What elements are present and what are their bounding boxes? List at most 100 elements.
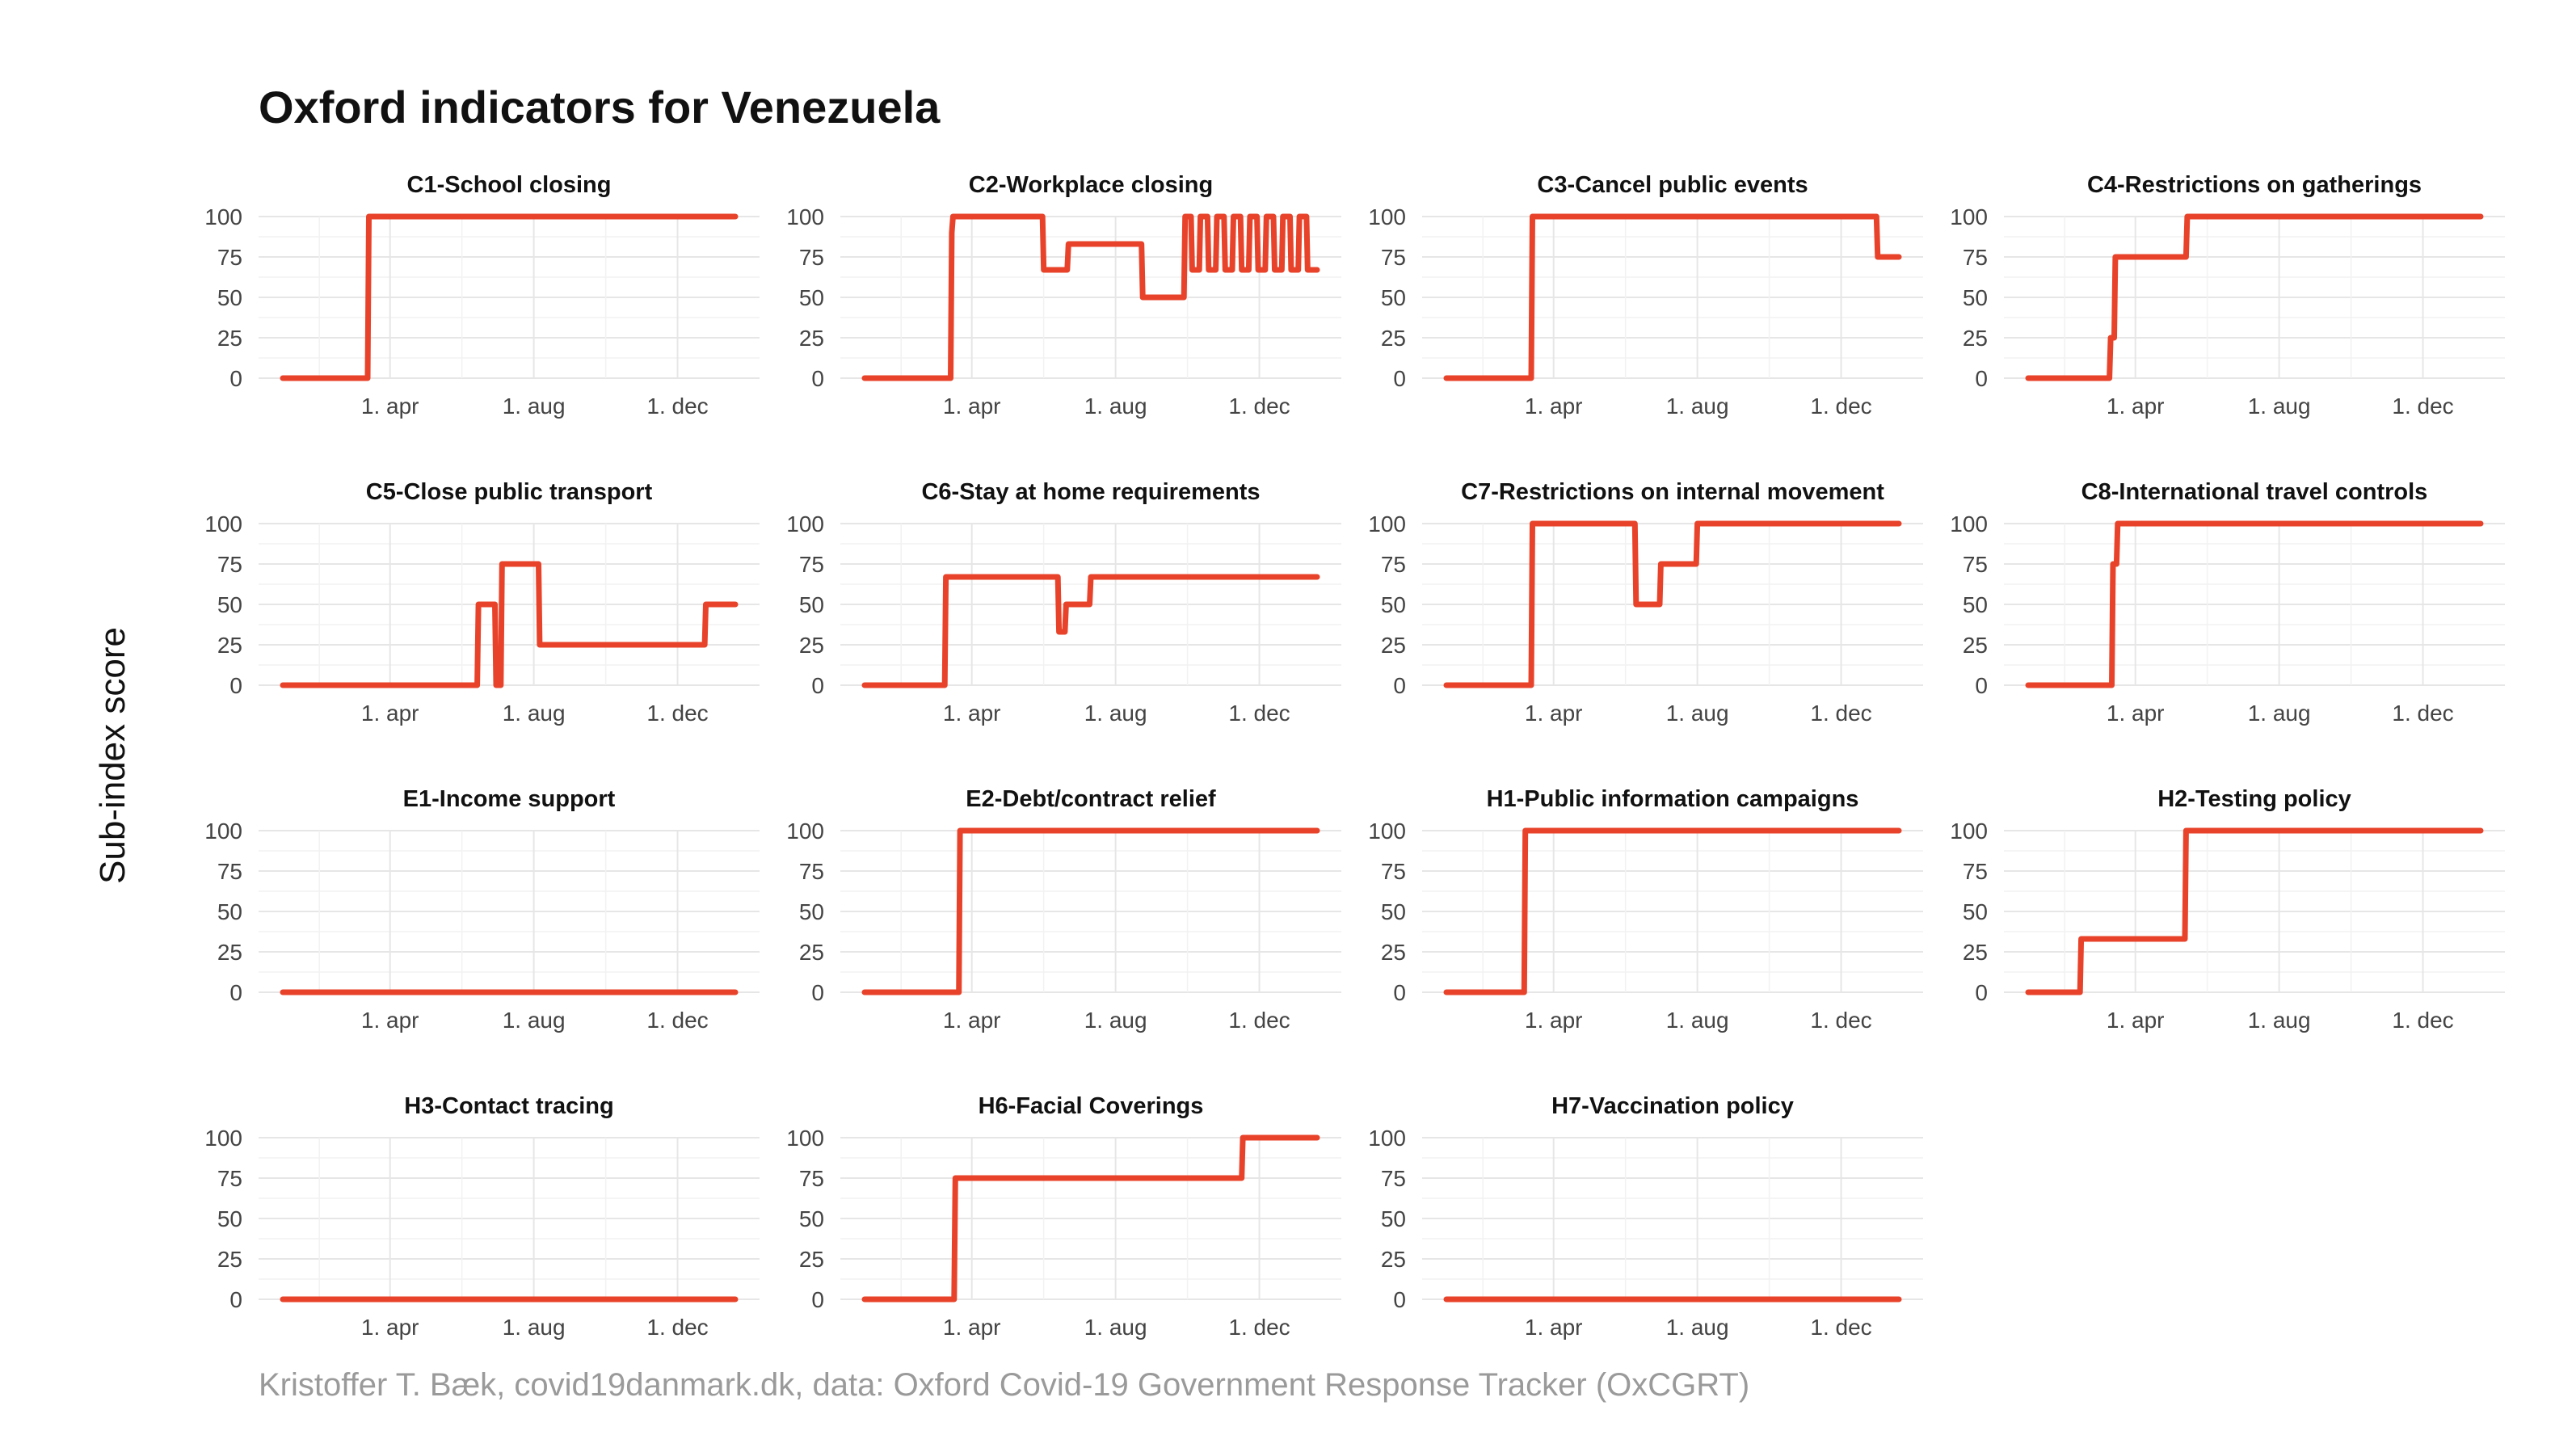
y-tick-label: 50 bbox=[1963, 899, 1988, 924]
y-tick-label: 0 bbox=[811, 366, 824, 391]
panel-title: H7-Vaccination policy bbox=[1551, 1093, 1794, 1119]
y-tick-label: 75 bbox=[1963, 859, 1988, 884]
series-line bbox=[1443, 520, 1902, 688]
y-tick-label: 25 bbox=[799, 1247, 824, 1272]
y-tick-label: 25 bbox=[1381, 1247, 1406, 1272]
x-tick-label: 1. aug bbox=[2248, 701, 2311, 726]
x-tick-label: 1. apr bbox=[361, 1315, 419, 1340]
panel-title: C1-School closing bbox=[407, 172, 612, 198]
x-tick-label: 1. aug bbox=[503, 1315, 566, 1340]
x-tick-label: 1. aug bbox=[503, 1008, 566, 1033]
y-tick-label: 100 bbox=[1950, 819, 1988, 844]
y-tick-label: 75 bbox=[217, 859, 242, 884]
y-tick-label: 0 bbox=[229, 366, 242, 391]
y-tick-label: 0 bbox=[229, 673, 242, 698]
y-tick-label: 50 bbox=[799, 899, 824, 924]
y-tick-label: 50 bbox=[1381, 1206, 1406, 1231]
y-tick-label: 25 bbox=[1381, 940, 1406, 965]
y-tick-label: 50 bbox=[799, 285, 824, 310]
panel-e1-income-support: E1-Income support 0 25 50 75 100 1. apr 1. aug 1… bbox=[204, 786, 760, 1033]
y-tick-label: 0 bbox=[229, 980, 242, 1005]
panel-h6-facial-coverings: H6-Facial Coverings 0 25 50 75 100 1. apr 1. au… bbox=[786, 1093, 1341, 1340]
y-tick-label: 50 bbox=[799, 1206, 824, 1231]
series-line bbox=[280, 561, 739, 688]
y-tick-label: 50 bbox=[1381, 899, 1406, 924]
y-tick-label: 75 bbox=[1963, 552, 1988, 577]
panel-c3-cancel-public-events: C3-Cancel public events 0 25 50 75 100 1. apr 1… bbox=[1368, 172, 1923, 419]
panel-c4-restrictions-on-gatherings: C4-Restrictions on gatherings 0 25 50 75 100 1… bbox=[1950, 172, 2505, 419]
series-line bbox=[861, 574, 1320, 688]
y-tick-label: 0 bbox=[1393, 1287, 1406, 1312]
y-tick-label: 100 bbox=[786, 1126, 824, 1151]
panel-c8-international-travel-controls: C8-International travel controls 0 25 50 75 1… bbox=[1950, 479, 2505, 726]
y-tick-label: 50 bbox=[217, 592, 242, 617]
y-tick-label: 75 bbox=[1381, 859, 1406, 884]
y-tick-label: 75 bbox=[1381, 552, 1406, 577]
x-tick-label: 1. apr bbox=[943, 701, 1001, 726]
figure-title: Oxford indicators for Venezuela bbox=[259, 82, 941, 133]
panel-title: E1-Income support bbox=[403, 786, 616, 812]
panel-title: C7-Restrictions on internal movement bbox=[1461, 479, 1884, 505]
y-tick-label: 75 bbox=[217, 245, 242, 270]
y-tick-label: 0 bbox=[811, 673, 824, 698]
y-tick-label: 25 bbox=[1381, 326, 1406, 351]
x-tick-label: 1. dec bbox=[1228, 701, 1290, 726]
x-tick-label: 1. dec bbox=[1810, 1315, 1871, 1340]
series-line bbox=[861, 827, 1320, 995]
x-tick-label: 1. apr bbox=[2107, 394, 2165, 419]
y-tick-label: 100 bbox=[786, 204, 824, 229]
y-tick-label: 100 bbox=[786, 511, 824, 537]
x-tick-label: 1. dec bbox=[1228, 1008, 1290, 1033]
x-tick-label: 1. apr bbox=[2107, 1008, 2165, 1033]
y-tick-label: 100 bbox=[204, 819, 242, 844]
panel-title: C2-Workplace closing bbox=[969, 172, 1213, 198]
x-tick-label: 1. apr bbox=[943, 1315, 1001, 1340]
y-tick-label: 75 bbox=[217, 1166, 242, 1191]
x-tick-label: 1. aug bbox=[1084, 394, 1147, 419]
y-tick-label: 25 bbox=[1381, 633, 1406, 658]
panel-h3-contact-tracing: H3-Contact tracing 0 25 50 75 100 1. apr 1. aug… bbox=[204, 1093, 760, 1340]
panel-c1-school-closing: C1-School closing 0 25 50 75 100 1. apr 1. aug 1… bbox=[204, 172, 760, 419]
panel-h2-testing-policy: H2-Testing policy 0 25 50 75 100 1. apr 1. aug 1… bbox=[1950, 786, 2505, 1033]
y-tick-label: 0 bbox=[1393, 366, 1406, 391]
y-tick-label: 100 bbox=[1368, 511, 1406, 537]
y-tick-label: 0 bbox=[811, 980, 824, 1005]
panel-title: H2-Testing policy bbox=[2157, 786, 2351, 812]
x-tick-label: 1. aug bbox=[503, 394, 566, 419]
panel-c6-stay-at-home-requirements: C6-Stay at home requirements 0 25 50 75 100 1.… bbox=[786, 479, 1341, 726]
y-tick-label: 100 bbox=[1950, 511, 1988, 537]
y-tick-label: 25 bbox=[1963, 326, 1988, 351]
y-tick-label: 100 bbox=[204, 204, 242, 229]
x-tick-label: 1. apr bbox=[943, 1008, 1001, 1033]
panel-h1-public-information-campaigns: H1-Public information campaigns 0 25 50 75 10… bbox=[1368, 786, 1923, 1033]
y-tick-label: 25 bbox=[217, 1247, 242, 1272]
panel-title: E2-Debt/contract relief bbox=[966, 786, 1216, 812]
y-tick-label: 50 bbox=[1963, 285, 1988, 310]
y-tick-label: 25 bbox=[217, 940, 242, 965]
x-tick-label: 1. dec bbox=[2392, 1008, 2453, 1033]
panel-c2-workplace-closing: C2-Workplace closing 0 25 50 75 100 1. apr 1. a… bbox=[786, 172, 1341, 419]
x-tick-label: 1. aug bbox=[1666, 394, 1729, 419]
y-tick-label: 0 bbox=[1975, 366, 1988, 391]
series-line bbox=[280, 213, 739, 381]
series-line bbox=[2025, 827, 2484, 995]
x-tick-label: 1. dec bbox=[646, 394, 708, 419]
y-tick-label: 25 bbox=[217, 326, 242, 351]
y-tick-label: 100 bbox=[786, 819, 824, 844]
x-tick-label: 1. apr bbox=[1525, 1315, 1583, 1340]
y-tick-label: 50 bbox=[1381, 285, 1406, 310]
panel-title: H1-Public information campaigns bbox=[1487, 786, 1859, 812]
x-tick-label: 1. aug bbox=[2248, 1008, 2311, 1033]
panel-title: C5-Close public transport bbox=[366, 479, 653, 505]
y-tick-label: 75 bbox=[1963, 245, 1988, 270]
x-tick-label: 1. dec bbox=[1228, 394, 1290, 419]
panel-title: H6-Facial Coverings bbox=[979, 1093, 1204, 1119]
y-tick-label: 100 bbox=[204, 511, 242, 537]
series-line bbox=[2025, 520, 2484, 688]
x-tick-label: 1. dec bbox=[646, 1315, 708, 1340]
panel-title: C3-Cancel public events bbox=[1537, 172, 1808, 198]
y-tick-label: 0 bbox=[811, 1287, 824, 1312]
y-tick-label: 50 bbox=[217, 1206, 242, 1231]
panel-c5-close-public-transport: C5-Close public transport 0 25 50 75 100 1. ap… bbox=[204, 479, 760, 726]
